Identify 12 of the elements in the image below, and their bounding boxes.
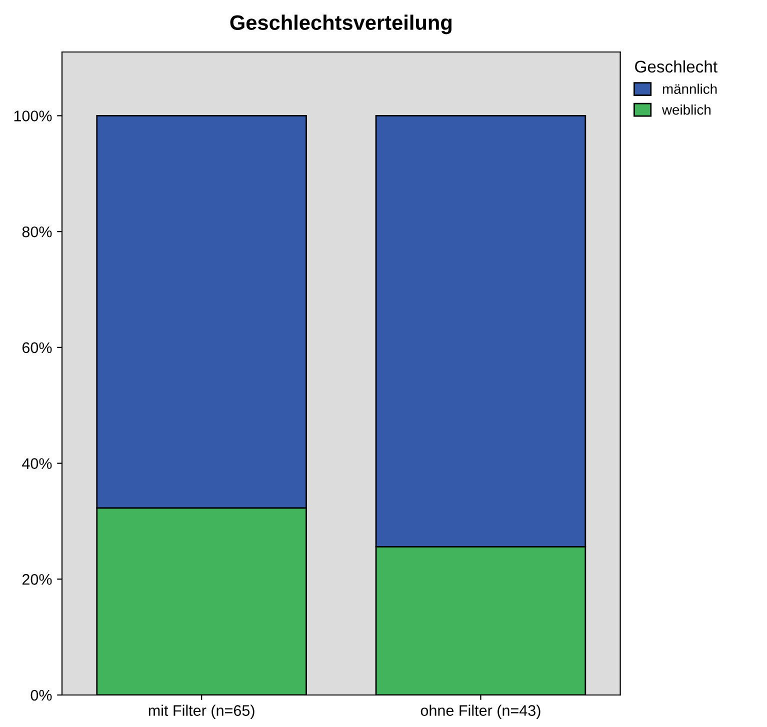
y-tick-label: 60%: [22, 342, 52, 354]
y-tick-label: 40%: [22, 458, 52, 469]
x-tick-label: ohne Filter (n=43): [420, 704, 540, 719]
x-tick-label: mit Filter (n=65): [148, 704, 254, 719]
chart-title: Geschlechtsverteilung: [230, 14, 452, 34]
y-tick-label: 0%: [30, 690, 52, 701]
y-tick-label: 80%: [22, 226, 52, 238]
legend-label: weiblich: [662, 104, 710, 115]
y-tick-label: 100%: [14, 110, 52, 122]
legend-label: männlich: [662, 84, 717, 94]
legend-title: Geschlecht: [635, 60, 718, 73]
y-tick-label: 20%: [22, 574, 52, 585]
